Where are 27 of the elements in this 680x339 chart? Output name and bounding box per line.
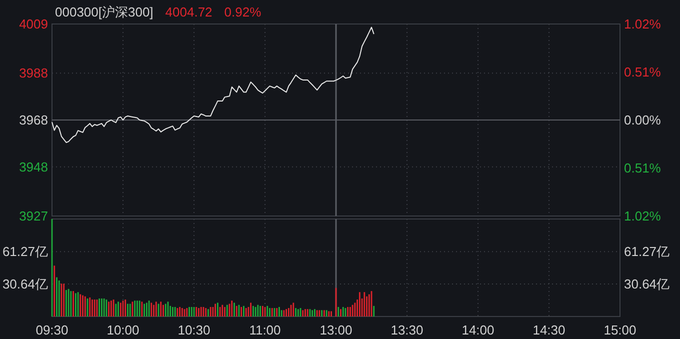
x-tick-label: 14:30 [532,322,566,338]
y-tick-label: 3988 [19,66,48,81]
y2-tick-label: 0.00% [624,112,662,128]
y2-tick-label: 0.51% [624,160,662,176]
y2-tick-label: 0.51% [624,64,662,80]
x-tick-label: 11:00 [249,322,281,338]
y-tick-label: 3968 [19,112,48,128]
y2-tick-label: 30.64亿 [624,276,670,292]
x-tick-label: 14:00 [462,322,494,338]
text: 4004.72 [165,4,212,20]
y-tick-label: 3948 [19,159,48,174]
y-tick-label: 61.27亿 [2,244,48,260]
text: 0.92% [224,4,262,20]
x-tick-label: 13:30 [390,322,424,338]
x-tick-label: 13:00 [320,322,352,338]
y-tick-label: 3927 [19,208,48,224]
x-tick-label: 09:30 [36,322,68,338]
y2-tick-label: 1.02% [624,208,662,224]
y2-tick-label: 61.27亿 [624,244,670,260]
chart-title: 000300[沪深300] [55,4,154,20]
line-series [52,26,374,143]
y-tick-label: 30.64亿 [2,276,48,292]
y-tick-label: 4009 [19,16,48,32]
x-tick-label: 15:00 [604,322,636,338]
x-tick-label: 10:00 [106,322,140,338]
y2-tick-label: 1.02% [624,16,662,32]
x-tick-label: 10:30 [178,322,210,338]
